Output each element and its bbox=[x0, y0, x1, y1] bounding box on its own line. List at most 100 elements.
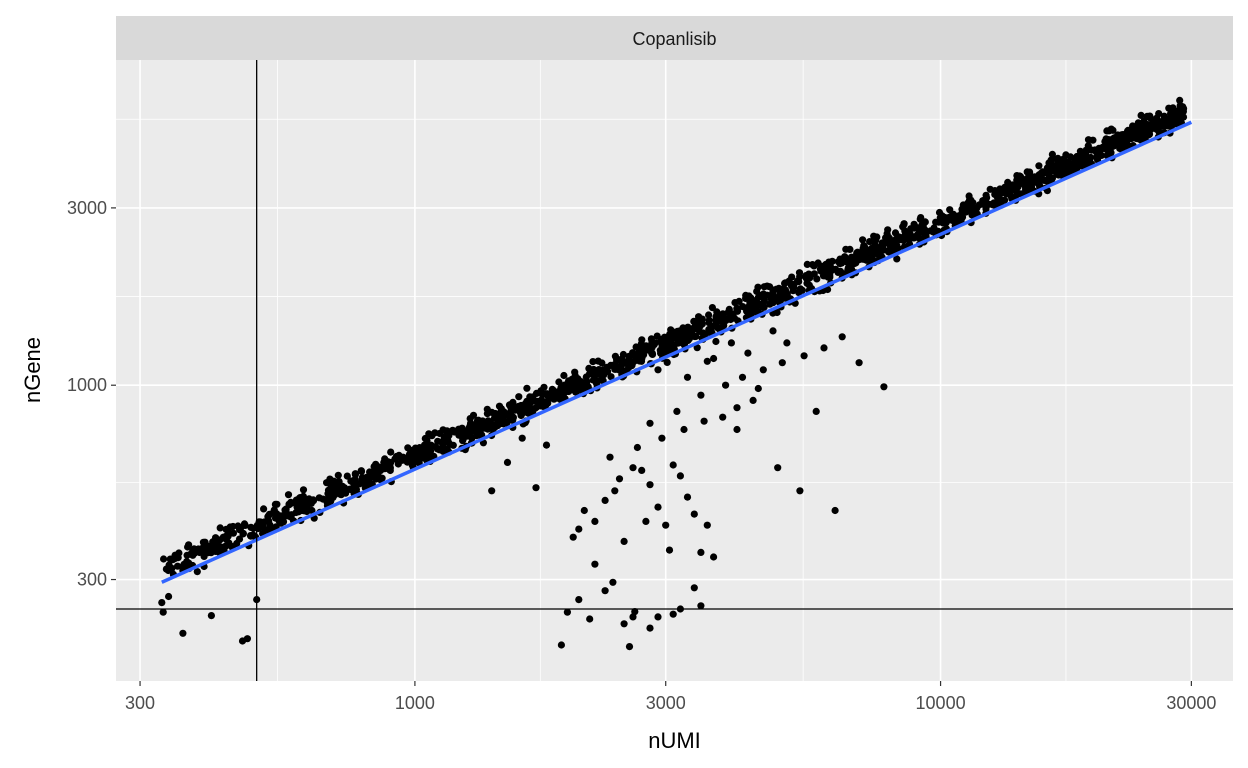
data-point bbox=[555, 378, 563, 386]
data-point bbox=[277, 519, 285, 527]
data-point bbox=[1035, 179, 1043, 187]
data-point bbox=[552, 389, 560, 397]
data-point bbox=[560, 371, 568, 380]
data-point bbox=[441, 432, 449, 440]
data-point bbox=[642, 517, 650, 526]
data-point bbox=[629, 349, 637, 357]
data-point bbox=[436, 429, 444, 438]
data-point bbox=[810, 262, 818, 270]
data-point bbox=[503, 458, 512, 466]
data-point bbox=[212, 534, 220, 542]
data-point bbox=[285, 500, 293, 508]
data-point bbox=[1146, 112, 1154, 120]
data-point bbox=[1167, 110, 1175, 118]
data-point bbox=[165, 592, 173, 601]
data-point bbox=[674, 339, 682, 347]
data-point bbox=[533, 397, 541, 405]
data-point bbox=[727, 339, 736, 347]
data-point bbox=[948, 216, 957, 224]
x-tick-label: 10000 bbox=[916, 693, 966, 713]
data-point bbox=[193, 568, 201, 576]
data-point bbox=[781, 279, 790, 287]
data-point bbox=[426, 445, 434, 453]
data-point bbox=[742, 294, 750, 302]
data-point bbox=[703, 357, 711, 365]
data-point bbox=[434, 437, 442, 445]
data-point bbox=[834, 258, 843, 266]
data-point bbox=[260, 505, 268, 513]
data-point bbox=[654, 613, 662, 621]
data-point bbox=[763, 282, 771, 290]
data-point bbox=[859, 236, 867, 244]
data-point bbox=[433, 445, 441, 453]
data-point bbox=[693, 318, 701, 326]
data-point bbox=[303, 507, 311, 516]
data-point bbox=[1165, 121, 1173, 130]
data-point bbox=[247, 523, 255, 532]
data-point bbox=[796, 487, 804, 495]
data-point bbox=[685, 333, 694, 341]
data-point bbox=[266, 521, 274, 529]
data-point bbox=[679, 324, 687, 332]
data-point bbox=[754, 294, 762, 302]
data-point bbox=[164, 566, 172, 575]
data-point bbox=[693, 344, 701, 352]
data-point bbox=[441, 438, 449, 446]
data-point bbox=[817, 264, 825, 272]
data-point bbox=[697, 548, 705, 557]
data-point bbox=[1001, 196, 1009, 204]
data-point bbox=[334, 471, 342, 479]
data-point bbox=[183, 558, 191, 566]
data-point bbox=[592, 377, 600, 385]
data-point bbox=[722, 315, 730, 323]
data-point bbox=[892, 235, 900, 243]
data-point bbox=[246, 532, 255, 540]
data-point bbox=[326, 481, 335, 489]
data-point bbox=[586, 615, 594, 623]
data-point bbox=[601, 587, 609, 595]
y-axis-title: nGene bbox=[20, 337, 45, 403]
data-point bbox=[863, 255, 871, 263]
data-point bbox=[1039, 168, 1047, 176]
data-point bbox=[733, 425, 741, 434]
data-point bbox=[880, 383, 888, 391]
data-point bbox=[683, 493, 692, 501]
data-point bbox=[710, 354, 718, 363]
data-point bbox=[299, 486, 308, 494]
data-point bbox=[1176, 96, 1184, 104]
facet-strip-label: Copanlisib bbox=[632, 29, 716, 49]
data-point bbox=[359, 475, 367, 484]
data-point bbox=[697, 391, 705, 399]
data-point bbox=[665, 546, 674, 554]
data-point bbox=[297, 505, 305, 513]
data-point bbox=[518, 434, 526, 442]
data-point bbox=[542, 441, 551, 449]
y-tick-label: 300 bbox=[77, 570, 107, 590]
data-point bbox=[795, 289, 803, 297]
data-point bbox=[760, 303, 768, 311]
data-point bbox=[662, 521, 670, 529]
data-point bbox=[216, 524, 224, 532]
data-point bbox=[357, 467, 366, 476]
data-point bbox=[183, 551, 191, 559]
data-point bbox=[789, 282, 798, 290]
data-point bbox=[867, 249, 875, 257]
data-point bbox=[844, 265, 852, 274]
data-point bbox=[654, 366, 662, 374]
data-point bbox=[408, 454, 416, 463]
data-point bbox=[411, 444, 420, 452]
data-point bbox=[284, 491, 293, 499]
data-point bbox=[241, 521, 249, 530]
y-tick-label: 1000 bbox=[67, 375, 107, 395]
data-point bbox=[336, 486, 344, 494]
data-point bbox=[631, 608, 639, 616]
data-point bbox=[1025, 183, 1033, 191]
data-point bbox=[907, 234, 915, 242]
data-point bbox=[871, 241, 879, 249]
x-tick-label: 300 bbox=[125, 693, 155, 713]
data-point bbox=[866, 238, 874, 246]
data-point bbox=[471, 425, 479, 434]
data-point bbox=[620, 620, 628, 628]
data-point bbox=[273, 500, 281, 508]
data-point bbox=[759, 366, 767, 374]
